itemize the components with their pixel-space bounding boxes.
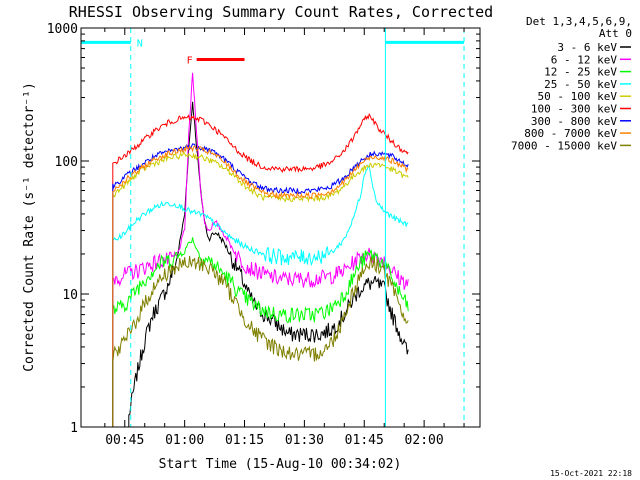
legend-header-line-2: Att 0 bbox=[599, 27, 632, 40]
y-axis: 1 10 100 1000 bbox=[47, 22, 480, 436]
x-tick-label: 02:00 bbox=[405, 433, 444, 448]
series-line-6 bbox=[112, 143, 409, 427]
series-layer bbox=[112, 72, 409, 427]
legend-header-line-1: Det 1,3,4,5,6,9, bbox=[526, 15, 632, 28]
x-tick-label: 01:45 bbox=[345, 433, 384, 448]
series-line-5 bbox=[112, 112, 409, 427]
plot-frame bbox=[80, 27, 481, 428]
annotation-label-flag: F bbox=[187, 55, 193, 66]
y-tick-label: 1 bbox=[70, 421, 78, 436]
footer-timestamp: 15-Oct-2021 22:18 bbox=[550, 469, 632, 478]
legend-label: 50 - 100 keV bbox=[538, 90, 618, 103]
annotation-label-night: N bbox=[137, 38, 143, 49]
series-line-8 bbox=[112, 255, 409, 427]
x-tick-label: 01:00 bbox=[165, 433, 204, 448]
series-line-3 bbox=[112, 165, 409, 427]
y-tick-label: 100 bbox=[55, 155, 78, 170]
x-tick-label: 00:45 bbox=[105, 433, 144, 448]
x-tick-label: 01:15 bbox=[225, 433, 264, 448]
y-tick-label: 1000 bbox=[47, 22, 78, 37]
series-line-7 bbox=[112, 144, 409, 427]
legend-label: 7000 - 15000 keV bbox=[511, 139, 617, 152]
y-axis-label: Corrected Count Rate (s⁻¹ detector⁻¹) bbox=[22, 82, 37, 372]
x-tick-label: 01:30 bbox=[285, 433, 324, 448]
legend-label: 300 - 800 keV bbox=[531, 115, 617, 128]
x-axis-label: Start Time (15-Aug-10 00:34:02) bbox=[159, 457, 402, 472]
legend-label: 800 - 7000 keV bbox=[524, 127, 617, 140]
legend-label: 100 - 300 keV bbox=[531, 103, 617, 116]
chart-title: RHESSI Observing Summary Count Rates, Co… bbox=[69, 3, 493, 21]
y-tick-label: 10 bbox=[62, 288, 78, 303]
legend-label: 3 - 6 keV bbox=[557, 41, 617, 54]
series-line-4 bbox=[112, 150, 409, 427]
annotation-layer bbox=[81, 28, 465, 427]
legend-label: 6 - 12 keV bbox=[551, 53, 618, 66]
legend-label: 25 - 50 keV bbox=[544, 78, 617, 91]
series-line-2 bbox=[112, 237, 409, 427]
x-axis: 00:45 01:00 01:15 01:30 01:45 02:00 bbox=[104, 28, 465, 448]
series-line-1 bbox=[112, 72, 409, 427]
plot-area: 00:45 01:00 01:15 01:30 01:45 02:00 1 10 100 100… bbox=[47, 22, 481, 448]
legend-label: 12 - 25 keV bbox=[544, 66, 617, 79]
